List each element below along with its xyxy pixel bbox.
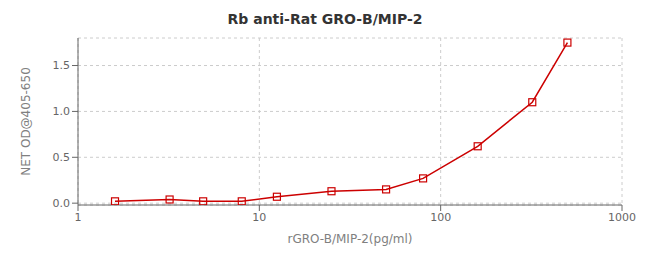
svg-text:0.5: 0.5: [53, 151, 71, 164]
svg-text:0.0: 0.0: [53, 197, 71, 210]
svg-text:10: 10: [252, 211, 266, 224]
html-text:Rb anti-Rat GRO-B/MIP-2: Rb anti-Rat GRO-B/MIP-2: [227, 11, 423, 27]
svg-text:1.0: 1.0: [53, 105, 71, 118]
svg-text:NET OD@405-650: NET OD@405-650: [19, 67, 33, 176]
svg-text:1.5: 1.5: [53, 59, 71, 72]
svg-text:100: 100: [430, 211, 451, 224]
svg-text:1000: 1000: [608, 211, 636, 224]
svg-text:1: 1: [75, 211, 82, 224]
svg-text:rGRO-B/MIP-2(pg/ml): rGRO-B/MIP-2(pg/ml): [287, 232, 412, 246]
